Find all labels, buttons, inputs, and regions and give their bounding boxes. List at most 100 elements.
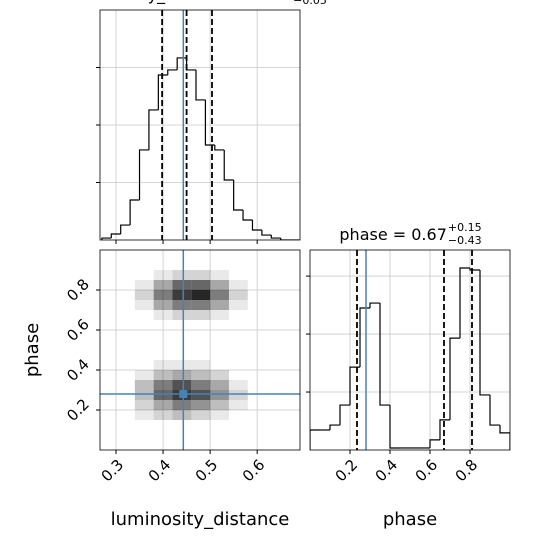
histogram-step [176, 57, 187, 70]
density-cell [172, 400, 192, 410]
density-cell [172, 340, 191, 350]
histogram-step [242, 209, 253, 221]
title-upper-error: +0.15 [448, 221, 482, 234]
density-cell [228, 300, 248, 310]
y-tick-label: 0.4 [63, 355, 93, 385]
density-cell [229, 360, 248, 370]
title-lower-error: −0.43 [448, 234, 482, 247]
density-cell [172, 380, 192, 390]
density-cell [172, 290, 192, 300]
histogram-step [251, 219, 262, 231]
density-cell [210, 360, 229, 370]
density-cell [153, 280, 173, 290]
panel-frame [99, 249, 301, 451]
histogram-step [429, 439, 440, 448]
histogram-step [157, 74, 168, 110]
density-cell [153, 360, 173, 370]
x-tick-label: 0.5 [192, 456, 222, 486]
x-tick-label: 0.2 [332, 456, 362, 486]
histogram-step [233, 179, 244, 211]
truth-marker [179, 390, 188, 398]
density-cell [154, 350, 173, 360]
panel [310, 250, 510, 450]
density-cell [172, 300, 192, 310]
density-cell [134, 280, 154, 290]
density-cell [210, 350, 229, 360]
histogram-step [499, 425, 510, 450]
histogram-step [270, 235, 281, 239]
density-cell [228, 390, 248, 400]
x-tick-label: 0.3 [98, 456, 128, 486]
density-cell [172, 360, 192, 370]
density-cell [153, 370, 173, 380]
density-cell [135, 360, 154, 370]
density-cell [210, 400, 229, 410]
density-cell [135, 350, 154, 360]
title-lower-error: −0.05 [293, 0, 327, 7]
density-cell [172, 330, 191, 340]
density-cell [210, 340, 229, 350]
density-cell [134, 300, 154, 310]
x-tick-label: 0.4 [372, 456, 402, 486]
density-cell [135, 310, 154, 320]
x-tick-label: 0.6 [412, 456, 442, 486]
density-cell [191, 300, 211, 310]
density-cell [228, 380, 248, 390]
density-cell [210, 410, 229, 420]
density-cell [172, 370, 192, 380]
density-cell [135, 340, 154, 350]
y-axis-label: phase [22, 323, 43, 377]
density-cell [229, 350, 248, 360]
density-cell [191, 390, 211, 400]
density-cell [210, 390, 229, 400]
histogram-step [101, 237, 112, 240]
density-cell [229, 370, 248, 380]
panel-title: phase = 0.67 [339, 225, 446, 244]
density-cell [153, 400, 173, 410]
density-cell [191, 270, 211, 280]
density-cell [191, 380, 211, 390]
density-cell [191, 340, 210, 350]
panel [100, 250, 300, 450]
density-cell [134, 390, 154, 400]
density-cell [135, 270, 154, 280]
density-cell [153, 410, 173, 420]
histogram-step [223, 149, 234, 181]
density-cell [210, 290, 229, 300]
x-axis-label: luminosity_distance [111, 509, 290, 530]
density-cell [191, 290, 211, 300]
density-cell [191, 330, 210, 340]
histogram-step [439, 419, 450, 440]
histogram-step [349, 366, 360, 406]
y-tick-label: 0.2 [63, 395, 93, 425]
x-tick-label: 0.6 [239, 456, 269, 486]
density-cell [134, 400, 154, 410]
histogram-step [389, 405, 400, 449]
panel-frame [309, 249, 511, 451]
density-cell [191, 310, 211, 320]
histogram-step [120, 224, 131, 235]
density-cell [153, 310, 173, 320]
density-cell [153, 380, 173, 390]
histogram-step [479, 270, 490, 396]
panel-title: luminosity_distance = 0.45 [74, 0, 292, 5]
histogram-step [280, 238, 291, 240]
histogram-step [310, 429, 320, 450]
density-cell [153, 300, 173, 310]
histogram-step [185, 57, 196, 71]
histogram-step [449, 337, 460, 420]
panel [100, 10, 300, 240]
density-cell [191, 410, 211, 420]
histogram-step [214, 145, 225, 151]
density-cell [229, 310, 248, 320]
histogram-step [148, 109, 159, 150]
density-cell [228, 280, 248, 290]
x-tick-label: 0.4 [145, 456, 175, 486]
density-cell [191, 350, 210, 360]
density-cell [229, 320, 248, 330]
histogram-step [138, 149, 149, 200]
histogram-step [489, 394, 500, 426]
density-cell [228, 400, 248, 410]
density-cell [153, 270, 173, 280]
